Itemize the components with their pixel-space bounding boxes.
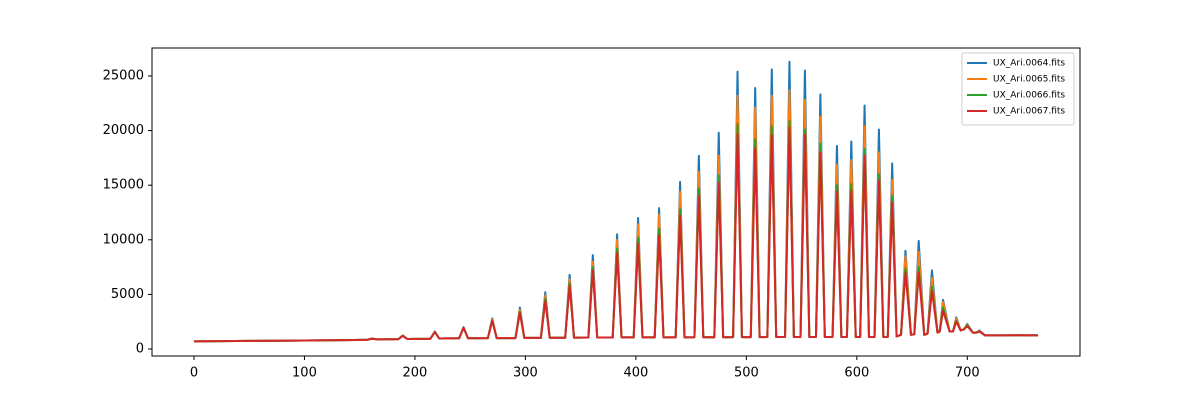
- legend-label: UX_Ari.0067.fits: [993, 107, 1065, 117]
- x-tick-label: 600: [844, 366, 869, 381]
- x-tick-label: 500: [734, 366, 759, 381]
- x-tick-label: 200: [403, 366, 428, 381]
- series-line: [193, 60, 1039, 343]
- legend-label: UX_Ari.0065.fits: [993, 75, 1065, 85]
- series-line: [193, 126, 1039, 343]
- x-tick-label: 0: [190, 366, 198, 381]
- series-line: [193, 89, 1039, 343]
- y-tick-label: 10000: [103, 232, 144, 247]
- x-tick-label: 400: [623, 366, 648, 381]
- legend-label: UX_Ari.0064.fits: [993, 59, 1065, 69]
- y-tick-label: 0: [136, 342, 144, 357]
- legend-box: [961, 52, 1075, 126]
- y-tick-label: 5000: [111, 287, 144, 302]
- y-tick-label: 25000: [103, 68, 144, 83]
- x-tick-label: 300: [513, 366, 538, 381]
- x-tick-label: 100: [292, 366, 317, 381]
- plot-frame: [151, 47, 1081, 357]
- legend: UX_Ari.0064.fits UX_Ari.0065.fits UX_Ari.0…: [961, 52, 1075, 126]
- x-tick-label: 700: [955, 366, 980, 381]
- series-line: [193, 119, 1039, 343]
- legend-label: UX_Ari.0066.fits: [993, 91, 1065, 101]
- y-tick-label: 20000: [103, 123, 144, 138]
- y-tick-label: 15000: [103, 178, 144, 193]
